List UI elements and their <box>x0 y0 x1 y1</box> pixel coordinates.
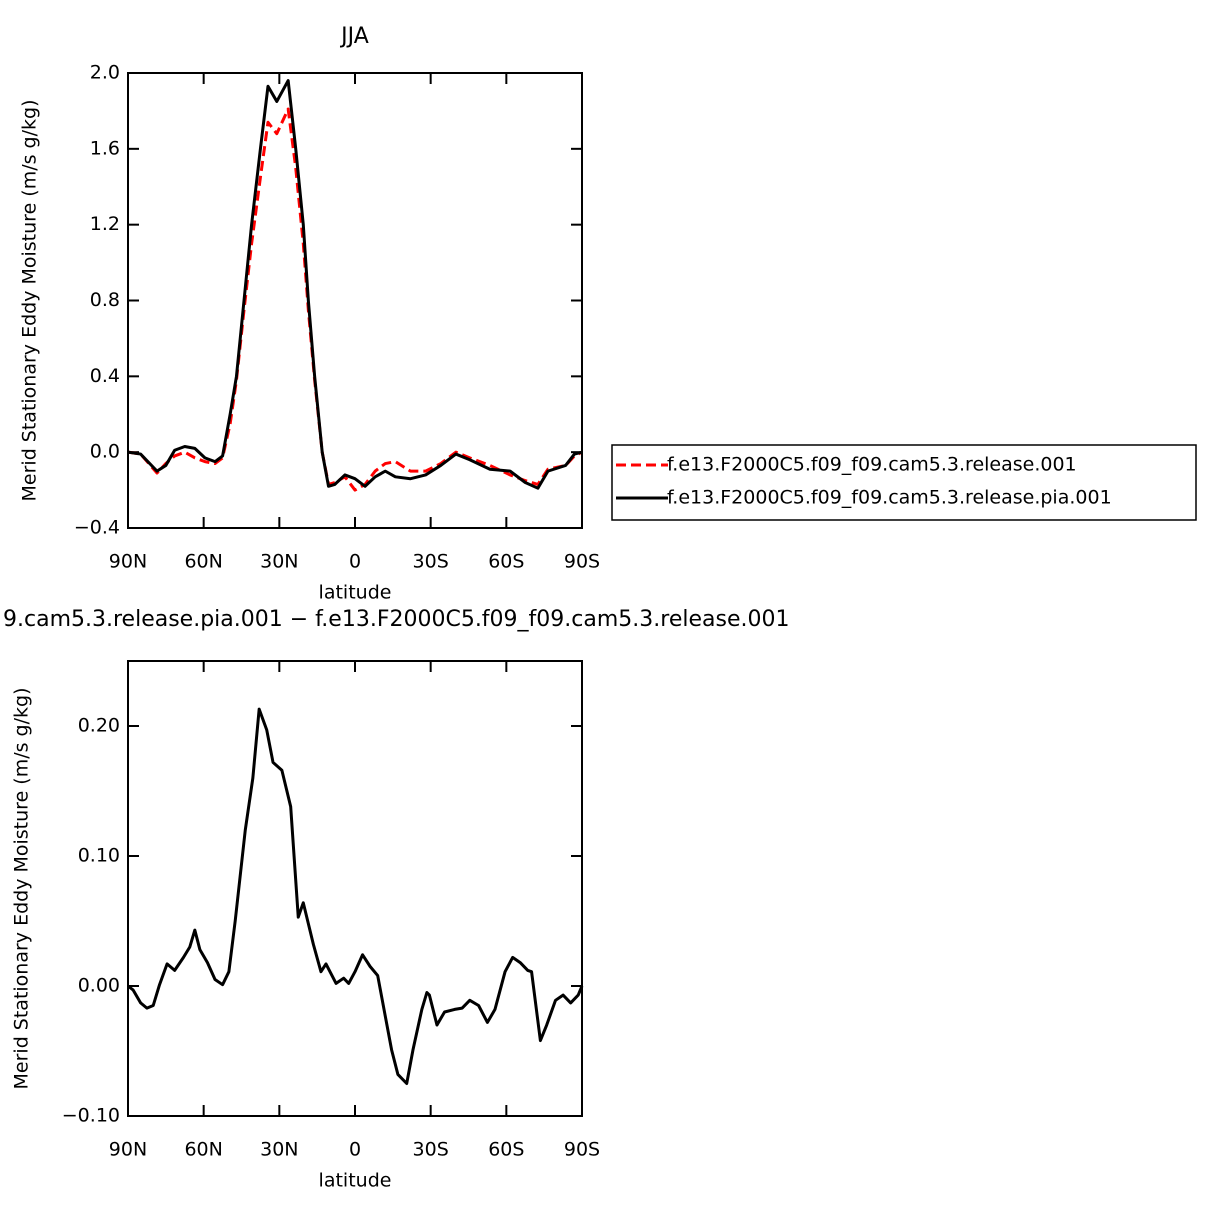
x-tick-label: 60N <box>184 1139 222 1161</box>
legend-label: f.e13.F2000C5.f09_f09.cam5.3.release.pia… <box>667 487 1112 509</box>
x-axis-label: latitude <box>319 1170 392 1192</box>
y-tick-label: 1.2 <box>90 213 120 235</box>
legend-label: f.e13.F2000C5.f09_f09.cam5.3.release.001 <box>667 454 1077 476</box>
x-tick-label: 60S <box>488 1139 524 1161</box>
x-tick-label: 30N <box>260 1139 298 1161</box>
data-line <box>127 79 583 490</box>
y-tick-label: 1.6 <box>90 137 120 159</box>
chart-title: 9.cam5.3.release.pia.001 − f.e13.F2000C5… <box>3 607 789 632</box>
x-tick-label: 60N <box>184 551 222 573</box>
x-tick-label: 60S <box>488 551 524 573</box>
y-tick-label: 0.4 <box>90 365 120 387</box>
x-tick-label: 0 <box>349 551 361 573</box>
data-line <box>127 107 583 492</box>
y-tick-label: 0.8 <box>90 289 120 311</box>
x-tick-label: 0 <box>349 1139 361 1161</box>
y-tick-label: 0.00 <box>78 975 120 997</box>
y-tick-label: 0.10 <box>78 845 120 867</box>
x-axis-label: latitude <box>319 582 392 604</box>
y-axis-label: Merid Stationary Eddy Moisture (m/s g/kg… <box>19 100 41 502</box>
x-tick-label: 30S <box>413 551 449 573</box>
data-line <box>127 707 584 1085</box>
y-tick-label: −0.4 <box>74 517 120 539</box>
y-tick-label: −0.10 <box>62 1105 120 1127</box>
x-tick-label: 90N <box>109 1139 147 1161</box>
chart-title: JJA <box>339 24 369 49</box>
x-tick-label: 90S <box>564 1139 600 1161</box>
y-tick-label: 2.0 <box>90 62 120 84</box>
x-tick-label: 90N <box>109 551 147 573</box>
plot-frame <box>127 660 583 1117</box>
y-tick-label: 0.20 <box>78 715 120 737</box>
y-axis-label: Merid Stationary Eddy Moisture (m/s g/kg… <box>11 688 33 1090</box>
x-tick-label: 90S <box>564 551 600 573</box>
y-tick-label: 0.0 <box>90 441 120 463</box>
plot-frame <box>127 72 583 529</box>
x-tick-label: 30N <box>260 551 298 573</box>
legend-box <box>611 444 1197 521</box>
x-tick-label: 30S <box>413 1139 449 1161</box>
